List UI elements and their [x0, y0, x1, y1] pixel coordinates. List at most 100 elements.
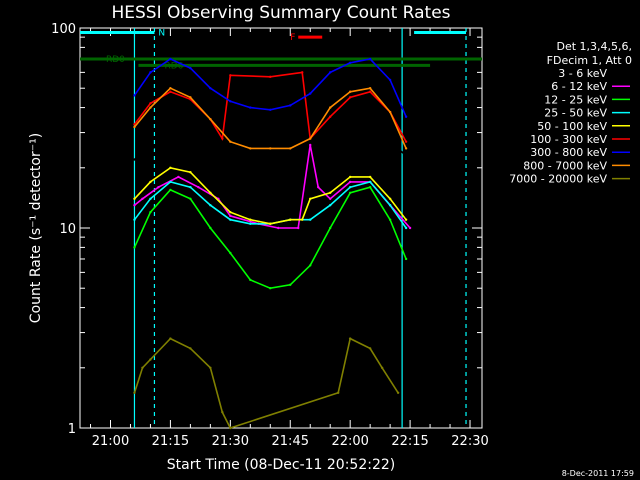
series-point-5 — [301, 71, 304, 74]
series-point-6 — [348, 61, 352, 64]
series-point-8 — [221, 410, 224, 414]
series-point-5 — [133, 123, 136, 126]
series-point-1 — [133, 204, 136, 207]
series-point-3 — [133, 218, 136, 221]
series-point-3 — [149, 197, 152, 200]
series-point-4 — [404, 218, 408, 221]
annotation-label-2: RD0 — [106, 55, 125, 65]
legend-entry-7: 800 - 7000 keV — [523, 159, 607, 172]
series-point-2 — [329, 226, 332, 230]
x-tick-label-4: 22:00 — [331, 434, 368, 449]
series-point-0 — [141, 150, 144, 154]
x-tick-label-3: 21:45 — [272, 434, 309, 449]
series-point-0 — [169, 140, 172, 143]
series-point-6 — [229, 100, 232, 103]
series-point-8 — [169, 337, 172, 340]
series-point-2 — [209, 226, 212, 230]
annotation-label-3: RD6 — [164, 61, 183, 71]
series-point-2 — [149, 210, 152, 214]
series-point-8 — [396, 391, 400, 394]
series-point-5 — [404, 140, 408, 143]
series-point-0 — [269, 160, 272, 163]
series-point-7 — [329, 106, 332, 109]
series-point-2 — [404, 257, 408, 261]
annotation-label-0: N — [158, 28, 165, 38]
series-point-0 — [197, 150, 200, 154]
series-point-4 — [133, 197, 136, 200]
series-point-1 — [317, 185, 320, 189]
series-point-7 — [289, 147, 292, 150]
series-point-8 — [209, 366, 212, 369]
series-point-1 — [229, 214, 232, 218]
series-point-6 — [269, 108, 272, 111]
legend: Det 1,3,4,5,6,FDecim 1, Att 03 - 6 keV6 … — [509, 40, 632, 186]
y-axis-label: Count Rate (s⁻¹ detector⁻¹) — [28, 133, 44, 323]
legend-entry-3: 25 - 50 keV — [544, 107, 607, 120]
series-point-6 — [149, 71, 152, 74]
series-point-0 — [317, 140, 320, 143]
series-point-6 — [209, 87, 212, 90]
annotation-label-1: F — [290, 33, 295, 43]
series-point-5 — [368, 90, 372, 93]
series-point-0 — [133, 158, 136, 161]
series-point-3 — [368, 180, 372, 184]
x-tick-label-6: 22:30 — [451, 434, 488, 449]
series-line-1 — [134, 144, 411, 229]
series-point-6 — [388, 78, 392, 82]
series-point-5 — [169, 90, 172, 93]
series-point-4 — [301, 218, 304, 221]
series-point-1 — [297, 226, 300, 230]
legend-entry-5: 100 - 300 keV — [530, 133, 607, 146]
series-point-6 — [368, 57, 372, 61]
series-point-3 — [169, 180, 172, 184]
series-point-1 — [157, 185, 160, 189]
series-point-2 — [133, 246, 136, 249]
series-point-3 — [329, 204, 332, 207]
series-point-6 — [249, 106, 252, 109]
series-point-5 — [221, 137, 224, 140]
x-tick-label-2: 21:30 — [212, 434, 249, 449]
series-point-7 — [348, 90, 352, 93]
series-point-0 — [408, 158, 412, 161]
series-point-4 — [209, 191, 212, 194]
legend-entry-4: 50 - 100 keV — [537, 120, 607, 133]
series-point-2 — [289, 283, 292, 286]
series-point-3 — [249, 222, 252, 225]
series-point-3 — [348, 185, 352, 189]
legend-entry-2: 12 - 25 keV — [544, 93, 607, 106]
series-point-6 — [309, 92, 312, 95]
series-point-4 — [169, 166, 172, 169]
chart-title: HESSI Observing Summary Count Rates — [111, 3, 450, 23]
series-point-6 — [404, 115, 408, 118]
series-point-7 — [404, 147, 408, 150]
series-point-2 — [368, 185, 372, 189]
series-point-3 — [209, 204, 212, 207]
series-point-1 — [177, 175, 180, 179]
series-point-1 — [329, 197, 332, 200]
series-point-7 — [249, 147, 252, 150]
series-point-8 — [141, 366, 144, 369]
plot-area: 21:00 21:15 21:30 21:45 22:00 22:15 22:30 1 10 10… — [51, 22, 489, 449]
legend-title-1: FDecim 1, Att 0 — [547, 54, 632, 67]
series-point-0 — [396, 147, 400, 150]
series-point-4 — [289, 218, 292, 221]
y-tick-label-1: 10 — [59, 222, 76, 237]
series-point-2 — [229, 251, 232, 255]
series-point-1 — [197, 185, 200, 189]
series-point-8 — [368, 347, 372, 350]
series-point-4 — [348, 175, 352, 179]
series-point-2 — [169, 188, 172, 192]
series-point-8 — [133, 391, 136, 394]
series-point-2 — [348, 191, 352, 194]
series-point-0 — [348, 125, 352, 129]
series-point-4 — [329, 191, 332, 194]
series-line-2 — [133, 186, 407, 290]
series-point-4 — [368, 175, 372, 179]
series-line-4 — [133, 166, 407, 225]
series-point-3 — [388, 204, 392, 207]
series-point-7 — [368, 87, 372, 90]
series-point-1 — [408, 226, 412, 230]
x-axis-label: Start Time (08-Dec-11 20:52:22) — [167, 457, 395, 473]
series-point-3 — [404, 226, 408, 230]
